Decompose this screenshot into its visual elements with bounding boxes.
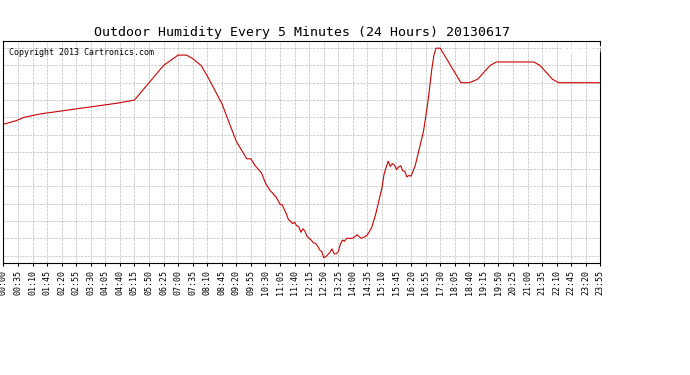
Title: Outdoor Humidity Every 5 Minutes (24 Hours) 20130617: Outdoor Humidity Every 5 Minutes (24 Hou… xyxy=(94,26,510,39)
Text: Humidity  (%): Humidity (%) xyxy=(562,45,642,55)
Text: Copyright 2013 Cartronics.com: Copyright 2013 Cartronics.com xyxy=(10,48,155,57)
